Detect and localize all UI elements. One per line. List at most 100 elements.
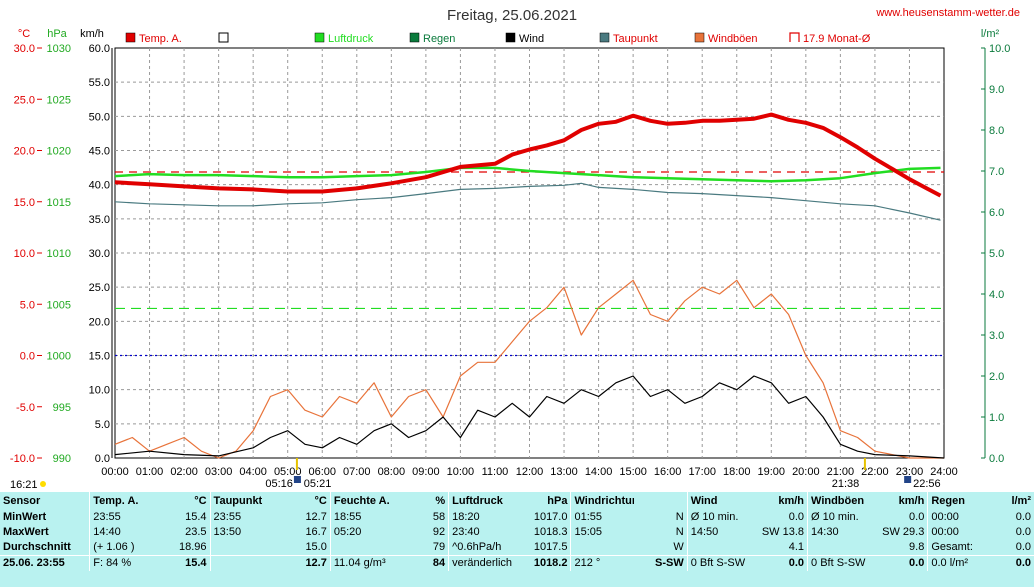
series-luftdruck bbox=[114, 166, 941, 183]
table-cell: N bbox=[675, 526, 684, 538]
temp-tick-label: 15.0 bbox=[14, 197, 35, 209]
time-tick-label: 01:00 bbox=[136, 466, 164, 478]
table-cell: SW 29.3 bbox=[882, 526, 925, 538]
time-tick-label: 03:00 bbox=[205, 466, 233, 478]
table-cell bbox=[209, 540, 272, 556]
unit-temp: °C bbox=[18, 28, 30, 40]
time-tick-label: 04:00 bbox=[239, 466, 267, 478]
grid-lines bbox=[115, 48, 944, 458]
header-unit-cell: hPa bbox=[547, 494, 568, 507]
temp-axis: 30.0 25.0 20.0 15.0 10.0 5.0 0.0 -5.0 -10.0 bbox=[10, 43, 42, 465]
table-cell: 0.0 bbox=[788, 511, 805, 523]
unit-rain: l/m² bbox=[981, 28, 1000, 40]
table-cell bbox=[329, 540, 392, 556]
table-cell: 92 bbox=[432, 526, 446, 538]
legend-label: Windböen bbox=[708, 33, 758, 45]
header-unit-cell: % bbox=[435, 494, 446, 507]
table-cell: 15.4 bbox=[150, 555, 211, 571]
table-cell: 12.7 bbox=[305, 511, 327, 523]
header-cell: Windböen bbox=[807, 492, 869, 510]
statistics-panel: Sensor Temp. A. °C Taupunkt °C Feuchte A.% Luf… bbox=[0, 492, 1034, 587]
table-cell: 00:00 bbox=[927, 510, 985, 525]
rain-tick-label: 5.0 bbox=[989, 248, 1004, 260]
table-cell: SW 13.8 bbox=[761, 526, 805, 538]
table-cell: 0.0 bbox=[984, 555, 1034, 571]
table-cell: 11.04 g/m³ bbox=[329, 555, 392, 571]
legend-swatch bbox=[218, 32, 229, 43]
rain-tick-label: 2.0 bbox=[989, 371, 1004, 383]
site-url[interactable]: www.heusenstamm-wetter.de bbox=[875, 7, 1020, 19]
wind-tick-label: 35.0 bbox=[89, 214, 110, 226]
time-tick-label: 21:00 bbox=[827, 466, 855, 478]
time-tick-label: 15:00 bbox=[619, 466, 647, 478]
pressure-tick-label: 990 bbox=[53, 453, 71, 465]
wind-tick-label: 30.0 bbox=[89, 248, 110, 260]
time-tick-label: 24:00 bbox=[930, 466, 958, 478]
time-tick-label: 09:00 bbox=[412, 466, 440, 478]
table-cell: 13:50 bbox=[209, 525, 272, 540]
temp-tick-label: -5.0 bbox=[16, 402, 35, 414]
temp-tick-label: 25.0 bbox=[14, 94, 35, 106]
wind-tick-label: 45.0 bbox=[89, 146, 110, 158]
table-cell: 84 bbox=[391, 555, 449, 571]
table-cell: 18:55 bbox=[329, 510, 392, 525]
statistics-table: Sensor Temp. A. °C Taupunkt °C Feuchte A.% Luf… bbox=[0, 492, 1034, 571]
time-tick-label: 18:00 bbox=[723, 466, 751, 478]
header-unit-cell: °C bbox=[194, 494, 207, 507]
table-header-row: Sensor Temp. A. °C Taupunkt °C Feuchte A.% Luf… bbox=[0, 492, 1034, 510]
time-tick-label: 13:00 bbox=[550, 466, 578, 478]
table-cell: 16.7 bbox=[305, 526, 327, 538]
table-cell: 9.8 bbox=[909, 541, 925, 553]
pressure-axis: 1030 1025 1020 1015 1010 1005 1000 995 990 bbox=[47, 43, 71, 465]
table-cell: 12.7 bbox=[271, 555, 331, 571]
sun-icon bbox=[40, 481, 46, 487]
table-cell: 0.0 bbox=[1015, 526, 1031, 538]
table-cell: 0.0 l/m² bbox=[927, 555, 985, 571]
header-cell: Taupunkt bbox=[209, 492, 272, 510]
pressure-tick-label: 1025 bbox=[47, 94, 71, 106]
time-tick-label: 11:00 bbox=[482, 466, 509, 478]
series-taupunkt bbox=[114, 182, 941, 221]
time-tick-label: 17:00 bbox=[688, 466, 716, 478]
time-tick-label: 00:00 bbox=[101, 466, 129, 478]
time-tick-label: 12:00 bbox=[516, 466, 544, 478]
header-unit-cell: °C bbox=[314, 494, 327, 507]
wind-tick-label: 20.0 bbox=[89, 316, 110, 328]
legend-label: Luftdruck bbox=[328, 33, 374, 45]
header-unit-cell: km/h bbox=[778, 494, 805, 507]
legend-swatch bbox=[599, 32, 610, 43]
header-cell: Wind bbox=[686, 492, 747, 510]
time-label-left: 16:21 bbox=[10, 479, 38, 491]
header-cell: Feuchte A. bbox=[329, 492, 392, 510]
rain-tick-label: 10.0 bbox=[989, 43, 1010, 55]
pressure-tick-label: 1020 bbox=[47, 146, 71, 158]
row-label: MaxWert bbox=[3, 526, 49, 538]
rain-tick-label: 8.0 bbox=[989, 125, 1004, 137]
rain-tick-label: 7.0 bbox=[989, 166, 1004, 178]
table-cell: Ø 10 min. bbox=[686, 510, 747, 525]
table-cell: N bbox=[675, 511, 684, 523]
time-tick-label: 02:00 bbox=[170, 466, 198, 478]
wind-tick-label: 25.0 bbox=[89, 282, 110, 294]
sunset-label: 21:38 bbox=[832, 478, 860, 490]
table-cell: 15.4 bbox=[185, 511, 207, 523]
legend-label: Taupunkt bbox=[613, 33, 658, 45]
table-cell: 15:05 bbox=[570, 525, 635, 540]
table-cell: veränderlich bbox=[448, 555, 512, 571]
table-cell: 23:55 bbox=[89, 510, 151, 525]
table-cell: F: 84 % bbox=[89, 555, 151, 571]
table-cell: 212 ° bbox=[570, 555, 635, 571]
table-cell: 1017.0 bbox=[533, 511, 568, 523]
header-cell: Temp. A. bbox=[89, 492, 151, 510]
series-temp-a- bbox=[114, 112, 942, 198]
table-cell: W bbox=[673, 541, 684, 553]
weather-chart: 30.0 25.0 20.0 15.0 10.0 5.0 0.0 -5.0 -10.0 1030… bbox=[9, 7, 1020, 491]
wind-tick-label: 10.0 bbox=[89, 385, 110, 397]
time-tick-label: 19:00 bbox=[758, 466, 786, 478]
table-cell: ^0.6hPa/h bbox=[448, 540, 512, 556]
rain-tick-label: 0.0 bbox=[989, 453, 1004, 465]
legend-swatch bbox=[125, 32, 136, 43]
table-cell bbox=[570, 540, 635, 556]
time-axis: 00:00 01:00 02:00 03:00 04:00 05:00 06:00 07:00… bbox=[101, 466, 958, 478]
time-tick-label: 14:00 bbox=[585, 466, 613, 478]
